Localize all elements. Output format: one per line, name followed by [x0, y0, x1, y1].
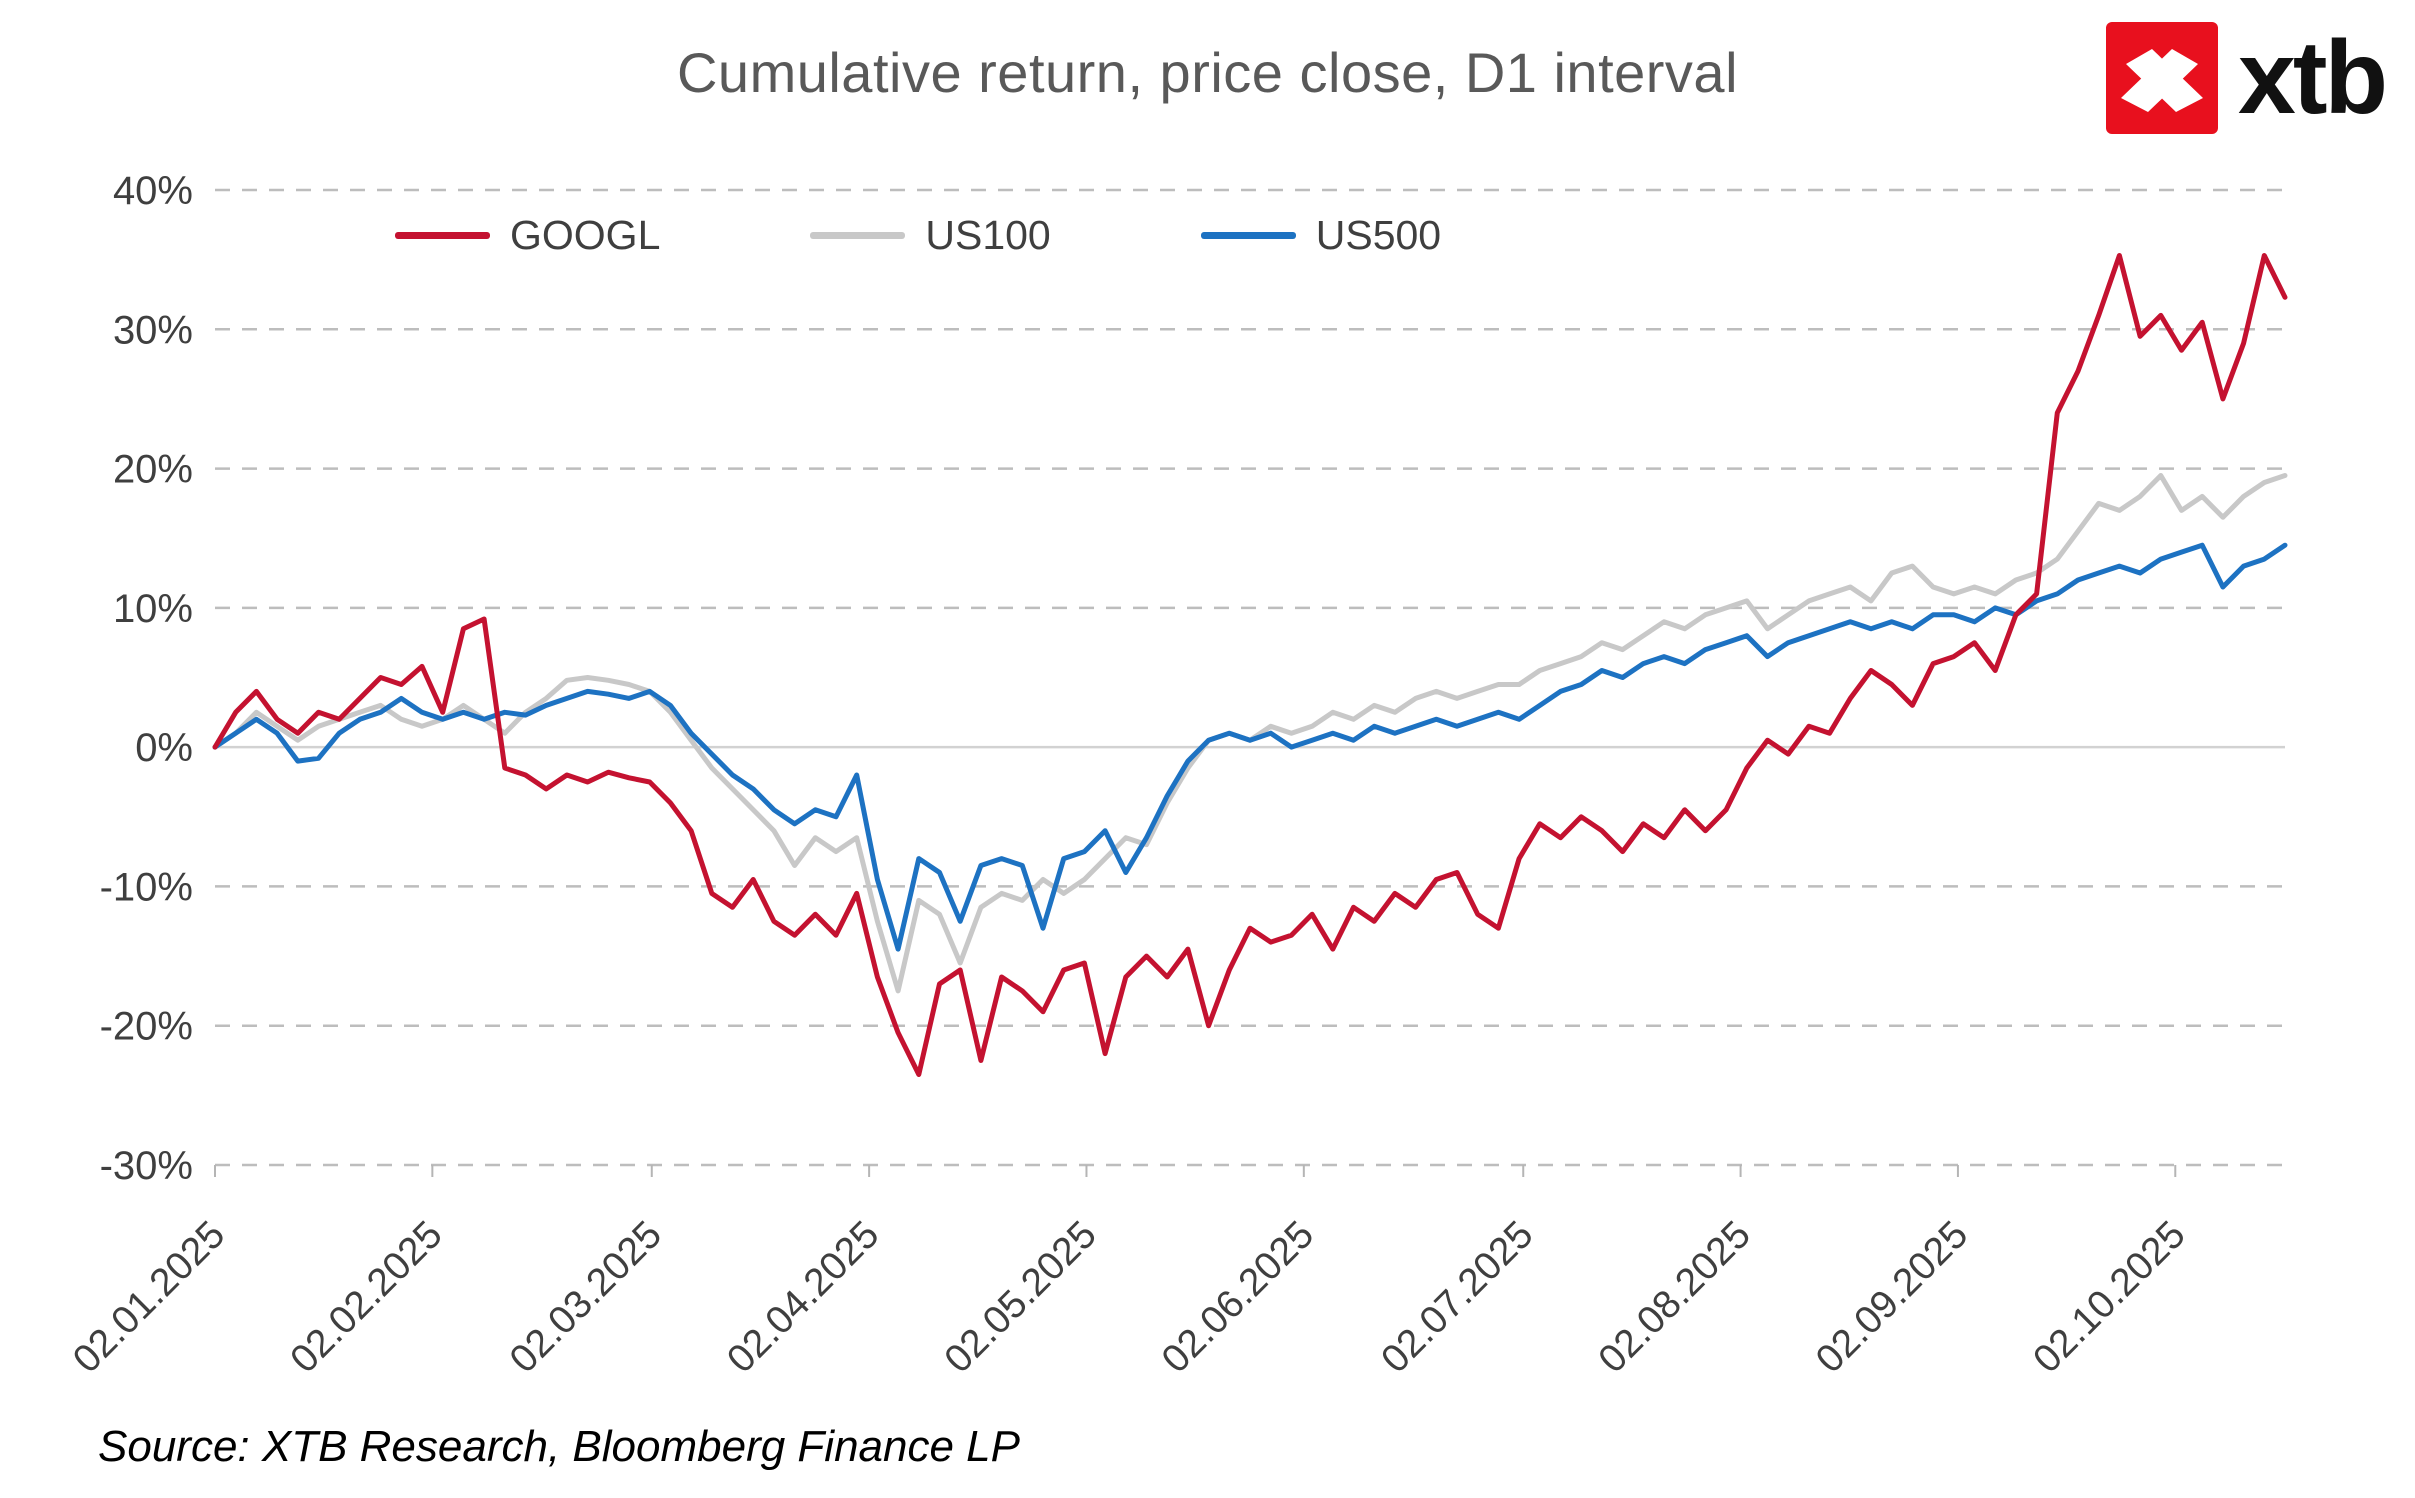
legend-swatch-googl [395, 232, 490, 239]
xtb-logo-text: xtb [2238, 20, 2388, 136]
chart-title: Cumulative return, price close, D1 inter… [676, 41, 1739, 104]
y-axis-label: 0% [135, 726, 193, 770]
y-axis-label: -10% [100, 865, 193, 909]
x-axis-label: 02.01.2025 [65, 1213, 233, 1381]
x-axis-label: 02.03.2025 [502, 1213, 670, 1381]
x-axis-label: 02.08.2025 [1591, 1213, 1759, 1381]
y-axis-label: -20% [100, 1005, 193, 1049]
x-axis-label: 02.09.2025 [1808, 1213, 1976, 1381]
legend-label-us100: US100 [925, 212, 1051, 258]
xtb-logo-square [2106, 22, 2218, 134]
legend-item-us100: US100 [810, 212, 1051, 259]
y-axis-label: 30% [113, 308, 193, 352]
y-axis-label: 20% [113, 448, 193, 492]
series-line-googl [212, 253, 2288, 1077]
xtb-x-icon [2121, 49, 2203, 112]
x-axis-label: 02.02.2025 [282, 1213, 450, 1381]
series-line-us500 [212, 542, 2288, 952]
xtb-logo: xtb [2106, 20, 2388, 136]
y-axis-label: 40% [113, 169, 193, 213]
x-axis-label: 02.06.2025 [1154, 1213, 1322, 1381]
legend-swatch-us500 [1200, 232, 1296, 239]
source-note: Source: XTB Research, Bloomberg Finance … [98, 1422, 1021, 1471]
legend-swatch-us100 [810, 232, 906, 239]
x-axis-label: 02.05.2025 [936, 1213, 1104, 1381]
legend-label-us500: US500 [1315, 212, 1442, 258]
y-axis-label: -30% [100, 1144, 193, 1188]
legend-item-googl: GOOGL [395, 212, 660, 259]
legend-item-us500: US500 [1200, 212, 1442, 259]
x-axis-label: 02.04.2025 [719, 1213, 887, 1381]
legend-label-googl: GOOGL [510, 212, 661, 258]
x-axis-label: 02.07.2025 [1373, 1213, 1541, 1381]
x-axis-label: 02.10.2025 [2025, 1213, 2193, 1381]
y-axis-label: 10% [113, 587, 193, 631]
chart-legend: GOOGL US100 US500 [395, 212, 1441, 259]
series-line-us100 [212, 473, 2288, 994]
